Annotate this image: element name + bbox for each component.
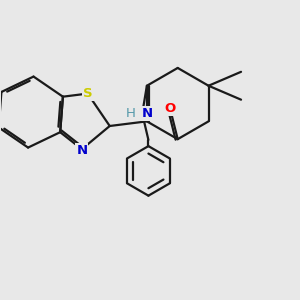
Text: N: N [142, 107, 153, 120]
Text: S: S [83, 87, 92, 100]
Text: O: O [164, 102, 175, 115]
Text: N: N [76, 144, 87, 157]
Text: H: H [125, 107, 135, 120]
